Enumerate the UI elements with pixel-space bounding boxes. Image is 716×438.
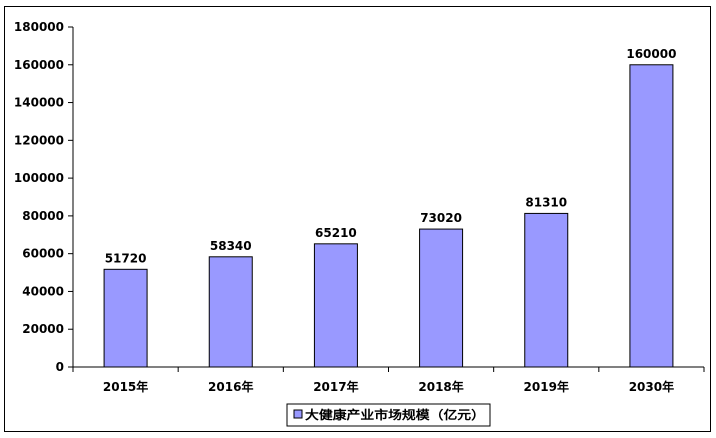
legend-box [286,403,491,427]
bar [524,212,569,368]
bar [629,64,674,368]
y-axis-ticks: 0 20000 40000 60000 80000 100000 120000 140000 1… [14,20,73,374]
x-tick-label: 2015年 [103,379,148,394]
x-tick-label: 2017年 [313,379,358,394]
bar-data-label: 81310 [525,195,567,209]
bar [419,228,464,368]
bar-data-label: 65210 [315,226,357,240]
y-tick-label: 20000 [22,322,64,336]
y-tick-label: 40000 [22,284,64,298]
y-tick-label: 80000 [22,209,64,223]
legend-swatch [293,409,303,419]
bar-data-label: 58340 [210,239,252,253]
y-tick-label: 140000 [14,96,64,110]
bar [208,256,253,368]
axes [72,27,704,368]
bar-data-label: 51720 [105,251,147,265]
bar [103,268,148,368]
bar-series [103,64,674,368]
x-tick-label: 2030年 [629,379,674,394]
y-tick-label: 160000 [14,58,64,72]
x-tick-label: 2016年 [208,379,253,394]
x-tick-label: 2019年 [524,379,569,394]
x-tick-label: 2018年 [418,379,463,394]
bar [313,243,358,368]
y-tick-label: 100000 [14,171,64,185]
legend: 大健康产业市场规模（亿元） [286,403,491,427]
bar-data-label: 160000 [626,47,676,61]
data-labels: 51720 58340 65210 73020 81310 160000 [105,47,677,266]
y-tick-label: 180000 [14,20,64,34]
legend-label: 大健康产业市场规模（亿元） [305,407,485,422]
y-tick-label: 60000 [22,247,64,261]
y-tick-label: 120000 [14,133,64,147]
bar-data-label: 73020 [420,211,462,225]
y-tick-label: 0 [56,360,64,374]
x-axis-ticks: 2015年 2016年 2017年 2018年 2019年 2030年 [72,367,705,394]
